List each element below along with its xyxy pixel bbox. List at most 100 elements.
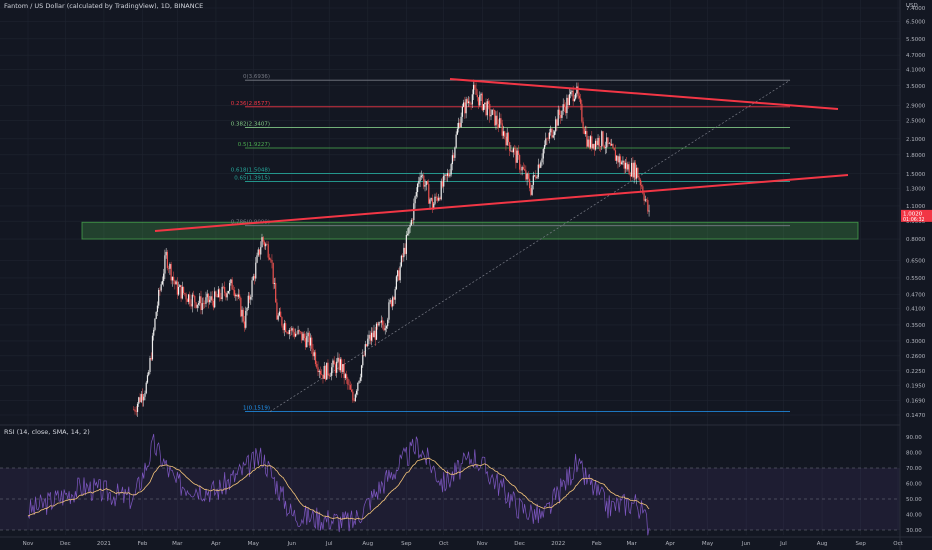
- candle: [607, 137, 609, 144]
- candle: [388, 302, 390, 320]
- candle: [603, 145, 605, 149]
- candle: [139, 397, 141, 402]
- candle: [175, 281, 177, 285]
- currency-label: USD: [906, 3, 918, 9]
- candle: [363, 355, 365, 356]
- candle: [647, 200, 649, 212]
- candle: [357, 382, 359, 391]
- rsi-line: [27, 433, 650, 536]
- candle: [555, 119, 557, 132]
- candle: [619, 156, 622, 165]
- price-tick-label: 0.1690: [906, 399, 926, 405]
- candle: [134, 409, 136, 412]
- candle: [182, 286, 185, 294]
- time-tick-label: Mar: [172, 541, 183, 547]
- candle: [458, 122, 460, 129]
- candle: [522, 166, 524, 170]
- price-tick-label: 0.9500: [906, 219, 926, 225]
- candle: [287, 332, 289, 334]
- candle: [404, 247, 406, 254]
- candle: [238, 294, 241, 298]
- rsi-tick-label: 50.00: [906, 497, 922, 503]
- candle: [275, 283, 277, 303]
- candle: [504, 131, 506, 137]
- candle: [343, 364, 345, 378]
- candle: [501, 123, 503, 136]
- candle: [577, 86, 579, 96]
- time-tick-label: May: [248, 541, 260, 547]
- candle: [471, 94, 473, 105]
- candle: [133, 409, 135, 411]
- price-axis[interactable]: 7.4000 6.5000 5.5000 4.7000 4.1000 3.5000 2.90…: [899, 0, 932, 550]
- candle: [472, 84, 475, 95]
- candle: [515, 148, 517, 163]
- candle: [460, 116, 462, 127]
- rsi-pane[interactable]: [0, 433, 900, 536]
- candle: [165, 251, 167, 256]
- candle: [140, 394, 142, 402]
- candle: [209, 299, 211, 303]
- candle: [164, 255, 166, 274]
- support-zone[interactable]: [81, 221, 859, 240]
- candle: [277, 315, 279, 320]
- candle: [451, 155, 454, 165]
- candle: [611, 144, 613, 146]
- candle: [461, 106, 463, 117]
- candle: [197, 303, 200, 305]
- candle: [618, 156, 620, 163]
- candle: [220, 297, 222, 300]
- time-tick-label: Oct: [893, 541, 903, 547]
- candle: [304, 338, 307, 348]
- price-tick-label: 1.1000: [906, 204, 926, 210]
- fib-level-label: 1(0.1519): [243, 406, 270, 412]
- support-trendline[interactable]: [154, 174, 849, 232]
- candle: [644, 199, 646, 201]
- candle: [222, 286, 225, 288]
- candle: [221, 286, 223, 300]
- candle: [302, 333, 304, 341]
- price-tick-label: 0.5500: [906, 276, 926, 282]
- candle: [468, 101, 470, 103]
- candle: [443, 175, 445, 187]
- price-tick-label: 0.3500: [906, 323, 926, 329]
- candle: [616, 155, 618, 161]
- trendlines-layer[interactable]: [154, 78, 849, 232]
- candle: [321, 374, 323, 375]
- fib-level-label: 0(3.6936): [243, 74, 270, 80]
- candle: [286, 331, 288, 333]
- candle: [328, 374, 330, 377]
- candle: [439, 197, 441, 200]
- candle: [326, 362, 328, 380]
- candle: [399, 266, 401, 281]
- candle: [248, 295, 251, 300]
- candle: [469, 101, 471, 105]
- candle: [243, 321, 246, 328]
- candle: [400, 255, 402, 267]
- time-tick-label: Aug: [817, 541, 828, 547]
- fib-trend-dashed[interactable]: [269, 79, 791, 412]
- candle: [584, 131, 587, 135]
- price-tick-label: 0.1470: [906, 413, 926, 419]
- candle: [291, 328, 293, 331]
- price-tick-label: 5.5000: [906, 37, 926, 43]
- resistance-trendline[interactable]: [449, 78, 839, 110]
- candle: [166, 251, 168, 269]
- time-tick-label: Apr: [665, 541, 675, 547]
- candle: [191, 294, 193, 307]
- candle: [178, 286, 180, 295]
- candle: [521, 166, 523, 171]
- candle: [393, 297, 395, 300]
- candle: [626, 162, 628, 170]
- candle: [271, 259, 273, 263]
- candle: [215, 291, 217, 296]
- candle: [332, 360, 334, 368]
- candle: [240, 297, 242, 317]
- candle: [543, 145, 546, 149]
- candle: [606, 137, 608, 148]
- candle: [448, 173, 450, 177]
- candle: [425, 181, 427, 186]
- candle: [272, 262, 274, 284]
- time-axis[interactable]: Nov Dec 2021 Feb Mar Apr May Jun Jul Aug Sep Oct Nov…: [0, 536, 932, 547]
